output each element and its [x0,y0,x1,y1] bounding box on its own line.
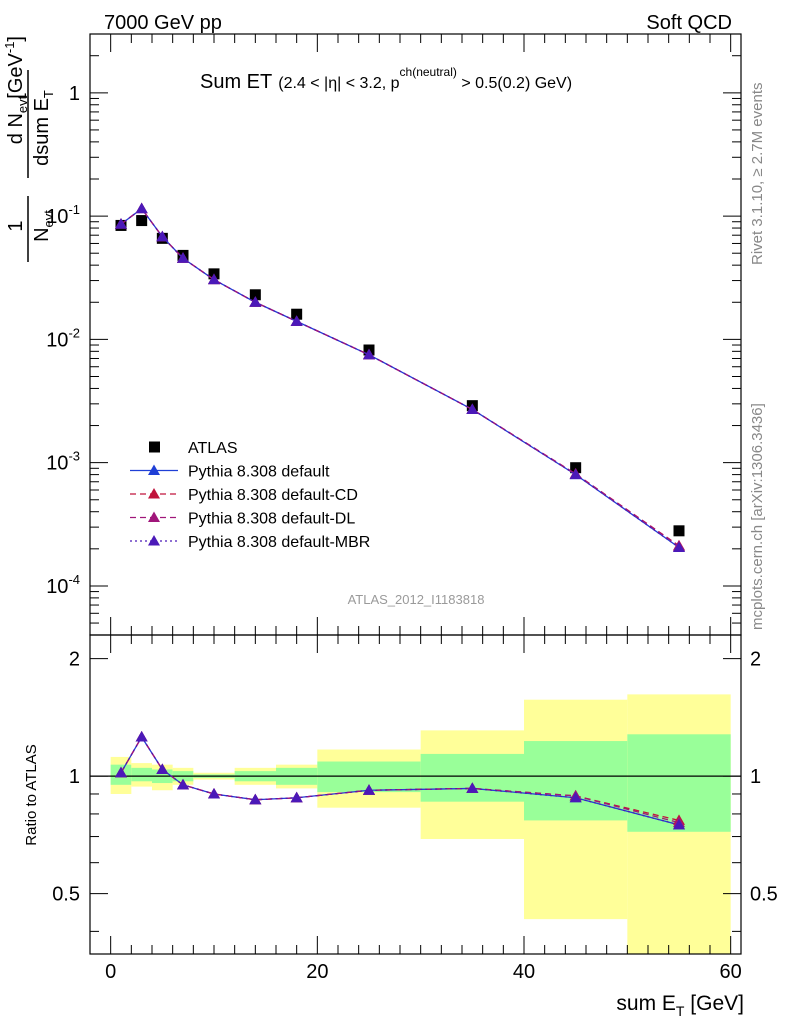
ratio-panel-frame [89,634,742,955]
ratio-3-point [249,793,262,805]
legend-entry: Pythia 8.308 default-DL [130,511,355,528]
ratio-3-point [177,778,189,790]
legend-marker-triangle [148,488,160,499]
ratio-y-tick-label-right: 1 [750,766,761,788]
atlas-data-point [570,462,582,474]
ratio-3-point [115,766,127,778]
x-tick-label: 0 [105,961,116,983]
series-4-point [290,315,303,326]
green-band-bin [131,767,152,782]
y-label-frac-den: Nevt [31,210,56,242]
main-y-tick-label: 1 [69,83,80,105]
main-y-tick-label: 10-2 [46,325,80,351]
series-4-point [208,273,220,285]
legend-label: Pythia 8.308 default-DL [188,511,355,528]
atlas-data-point [673,525,685,537]
header-right-label: Soft QCD [646,12,732,34]
series-4-point [156,230,169,242]
legend-entry: Pythia 8.308 default-MBR [130,534,370,551]
series-4-point [363,348,375,360]
ratio-y-axis-label: Ratio to ATLAS [23,744,40,845]
ratio-3-point [208,787,220,799]
rivet-version-label: Rivet 3.1.10, ≥ 2.7M events [749,83,766,266]
x-tick-label: 20 [306,961,328,983]
legend-marker-square [149,441,160,453]
main-y-tick-label: 10-3 [46,449,80,475]
header-left-label: 7000 GeV pp [104,12,222,34]
x-axis-ticks: 0 20 40 60 [105,34,742,983]
main-y-axis-label: 1 Nevt d Nevt dsum ET [GeV-1] [2,36,56,262]
ratio-y-tick-label-right: 0.5 [750,884,778,906]
x-axis-label: sum ET [GeV] [616,992,744,1019]
y-label-deriv-num: d Nevt [5,95,30,144]
ratio-y-axis-ticks: 2 2 1 1 0.5 0.5 [52,649,778,932]
legend-label: ATLAS [188,440,238,457]
atlas-data-point [291,308,303,320]
series-4-point [249,296,262,307]
legend: ATLAS Pythia 8.308 default Pythia 8.308 de… [130,440,370,551]
legend-entry: Pythia 8.308 default [130,464,330,481]
main-y-axis-ticks: 1 10-1 10-2 10-3 10-4 [46,33,741,636]
ratio-uncertainty-bands [110,694,731,954]
ratio-y-tick-label-right: 2 [750,649,761,671]
legend-marker-triangle [148,535,160,546]
main-y-tick-label: 10-4 [46,572,80,598]
ratio-y-tick-label-left: 2 [69,649,80,671]
green-band-bin [524,741,628,821]
legend-label: Pythia 8.308 default-CD [188,487,358,504]
ratio-panel-series [115,730,685,830]
y-label-unit: [GeV-1] [2,36,27,99]
y-label-frac-num: 1 [5,220,27,231]
series-4-point [177,252,189,263]
series-4-point [115,218,127,229]
ratio-y-tick-label-left: 0.5 [52,884,80,906]
legend-marker-triangle [148,511,160,522]
legend-label: Pythia 8.308 default [188,464,330,481]
legend-label: Pythia 8.308 default-MBR [188,534,370,551]
x-tick-label: 40 [513,961,535,983]
ratio-3-point [466,782,479,793]
mcplots-label: mcplots.cern.ch [arXiv:1306.3436] [749,403,766,630]
ratio-3-point [569,791,582,803]
x-tick-label: 60 [720,961,742,983]
series-4-point [135,202,148,214]
atlas-data-point [136,215,148,227]
ratio-3-point [156,763,169,774]
ratio-3-point [135,730,148,742]
legend-entry: ATLAS [149,440,238,457]
ratio-y-tick-label-left: 1 [69,766,80,788]
y-label-deriv-den: dsum ET [31,90,56,166]
green-band-bin [420,753,524,802]
ratio-line-3 [120,735,680,826]
series-4-point [569,468,582,480]
main-panel-series [115,202,685,553]
plot-title: Sum ET (2.4 < |η| < 3.2, pch(neutral) > 0… [200,65,572,93]
legend-entry: Pythia 8.308 default-CD [130,487,358,504]
ratio-3-point [363,784,375,795]
analysis-id-label: ATLAS_2012_I1183818 [348,592,485,607]
legend-marker-triangle [148,464,160,475]
ratio-3-point [673,818,685,830]
atlas-data-point [249,289,261,301]
series-4-point [673,541,685,553]
main-y-tick-label: 10-1 [46,202,80,228]
series-4-point [466,403,479,414]
ratio-3-point [290,791,303,803]
